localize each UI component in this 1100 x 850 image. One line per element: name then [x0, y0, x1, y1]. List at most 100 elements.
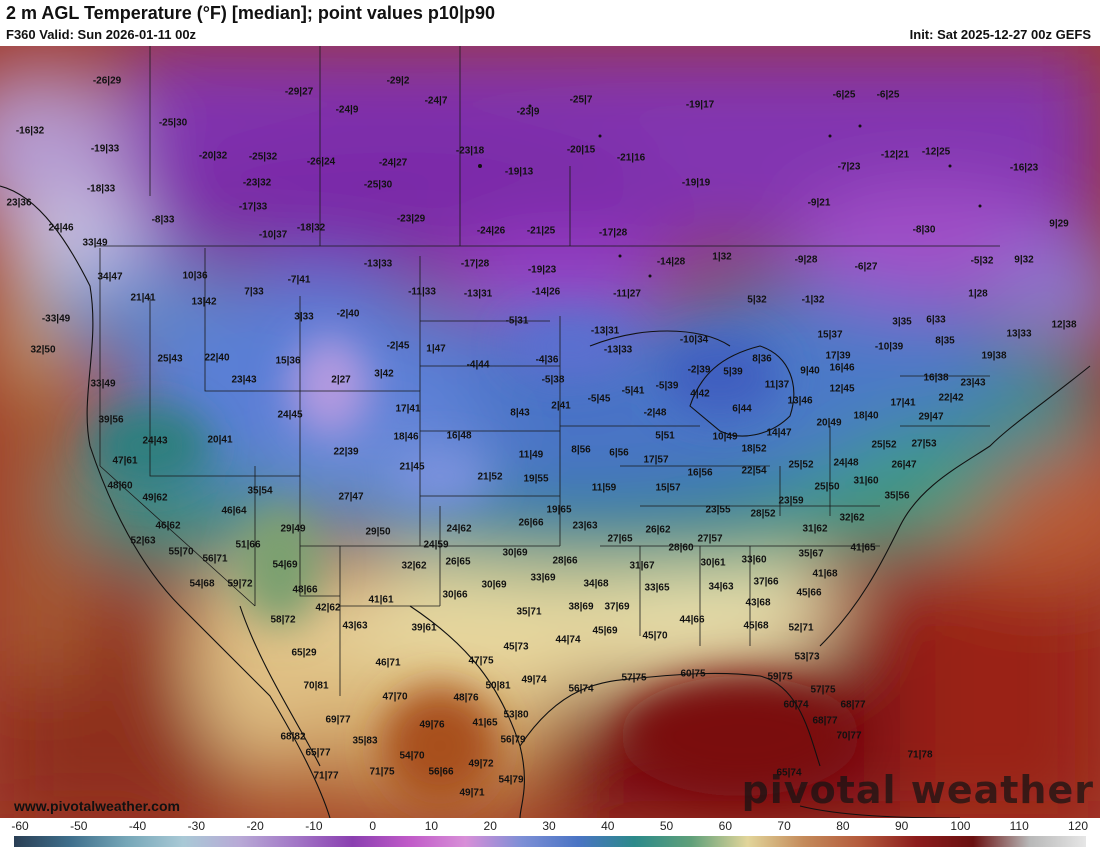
point-value: 35|67	[798, 548, 824, 560]
point-value: 6|56	[609, 447, 629, 459]
colorbar-tick: -60	[11, 819, 29, 833]
point-value: -10|34	[679, 334, 709, 346]
point-value: -25|30	[363, 179, 393, 191]
point-value: -12|25	[921, 146, 951, 158]
colorbar-tick: -10	[305, 819, 323, 833]
point-value: 48|66	[292, 584, 318, 596]
point-value: 53|80	[503, 709, 529, 721]
point-value: 17|39	[825, 350, 851, 362]
point-value: -13|33	[363, 258, 393, 270]
temperature-map[interactable]: -26|29 -29|27 -29|2 -24|7 -25|7 -19|17 -6|25 -6…	[0, 46, 1100, 818]
init-time: Init: Sat 2025-12-27 00z GEFS	[909, 27, 1091, 42]
point-value: 39|56	[98, 414, 124, 426]
point-value: -29|2	[386, 75, 410, 87]
point-value: -7|41	[287, 274, 311, 286]
point-value: -20|15	[566, 144, 596, 156]
point-value: 41|65	[850, 542, 876, 554]
point-value: 56|74	[568, 683, 594, 695]
colorbar-tick: -20	[246, 819, 264, 833]
point-value: 27|53	[911, 438, 937, 450]
point-value: 24|59	[423, 539, 449, 551]
point-value: 20|49	[816, 417, 842, 429]
point-value: 23|55	[705, 504, 731, 516]
point-value: -4|44	[466, 359, 490, 371]
colorbar-tick: 100	[950, 819, 971, 833]
point-value: 35|71	[516, 606, 542, 618]
colorbar-tick: -40	[128, 819, 147, 833]
colorbar-tick: 10	[424, 819, 439, 833]
point-value: 18|46	[393, 431, 419, 443]
point-value: -19|13	[504, 166, 534, 178]
colorbar-tick: 60	[718, 819, 733, 833]
point-value: 24|62	[446, 523, 472, 535]
point-value: 54|68	[189, 578, 215, 590]
point-value: 28|52	[750, 508, 776, 520]
point-value: 15|36	[275, 355, 301, 367]
point-value: -6|25	[832, 89, 856, 101]
point-value: -19|19	[681, 177, 711, 189]
point-value: 16|38	[923, 372, 949, 384]
point-value: 24|45	[277, 409, 303, 421]
point-value: 33|65	[644, 582, 670, 594]
point-value: 23|36	[6, 197, 32, 209]
point-value: 13|46	[787, 395, 813, 407]
point-value: -17|28	[598, 227, 628, 239]
point-value: -25|32	[248, 151, 278, 163]
point-value: 23|63	[572, 520, 598, 532]
point-value: 59|72	[227, 578, 253, 590]
point-value: 50|81	[485, 680, 511, 692]
point-value: 5|39	[723, 366, 743, 378]
point-value: 47|70	[382, 691, 408, 703]
point-value: 10|36	[182, 270, 208, 282]
point-value: 30|69	[502, 547, 528, 559]
colorbar-tick: 90	[894, 819, 909, 833]
point-value: 45|66	[796, 587, 822, 599]
point-value: 14|47	[766, 427, 792, 439]
point-value: 49|76	[419, 719, 445, 731]
point-value: 33|60	[741, 554, 767, 566]
point-value: 37|69	[604, 601, 630, 613]
point-value: -26|24	[306, 156, 336, 168]
point-value: 23|43	[960, 377, 986, 389]
point-value: 60|75	[680, 668, 706, 680]
point-value: -6|27	[854, 261, 878, 273]
point-value: 46|71	[375, 657, 401, 669]
point-value: -19|23	[527, 264, 557, 276]
point-value: 60|74	[783, 699, 809, 711]
point-value: 56|71	[202, 553, 228, 565]
point-value: 46|62	[155, 520, 181, 532]
point-value: 18|52	[741, 443, 767, 455]
point-value: -19|33	[90, 143, 120, 155]
point-value: 32|50	[30, 344, 56, 356]
point-value: 19|65	[546, 504, 572, 516]
point-value: 49|72	[468, 758, 494, 770]
point-value: 19|38	[981, 350, 1007, 362]
point-value: -33|49	[41, 313, 71, 325]
point-value: 35|54	[247, 485, 273, 497]
colorbar-tick: 70	[777, 819, 791, 833]
point-value: -5|38	[541, 374, 565, 386]
point-value: 13|42	[191, 296, 217, 308]
point-value: 44|74	[555, 634, 581, 646]
state-boundaries	[95, 46, 1000, 696]
coastlines	[0, 185, 1091, 818]
point-value: -17|28	[460, 258, 490, 270]
point-value: 48|60	[107, 480, 133, 492]
point-value: 25|50	[814, 481, 840, 493]
site-url[interactable]: www.pivotalweather.com	[14, 798, 180, 814]
point-value: -8|33	[151, 214, 175, 226]
point-value: -24|27	[378, 157, 408, 169]
watermark-logo: pivotal weather	[741, 768, 1094, 812]
point-value: 52|63	[130, 535, 156, 547]
point-value: -11|27	[613, 288, 641, 300]
point-value: 29|47	[918, 411, 944, 423]
point-value: 45|73	[503, 641, 529, 653]
map-title: 2 m AGL Temperature (°F) [median]; point…	[6, 3, 495, 23]
point-value: 54|70	[399, 750, 425, 762]
arctic-islands	[478, 104, 982, 278]
point-value: 5|32	[747, 294, 767, 306]
point-value: 6|44	[732, 403, 752, 415]
point-value: 27|47	[338, 491, 364, 503]
point-value: 9|40	[800, 365, 820, 377]
point-value: 29|50	[365, 526, 391, 538]
